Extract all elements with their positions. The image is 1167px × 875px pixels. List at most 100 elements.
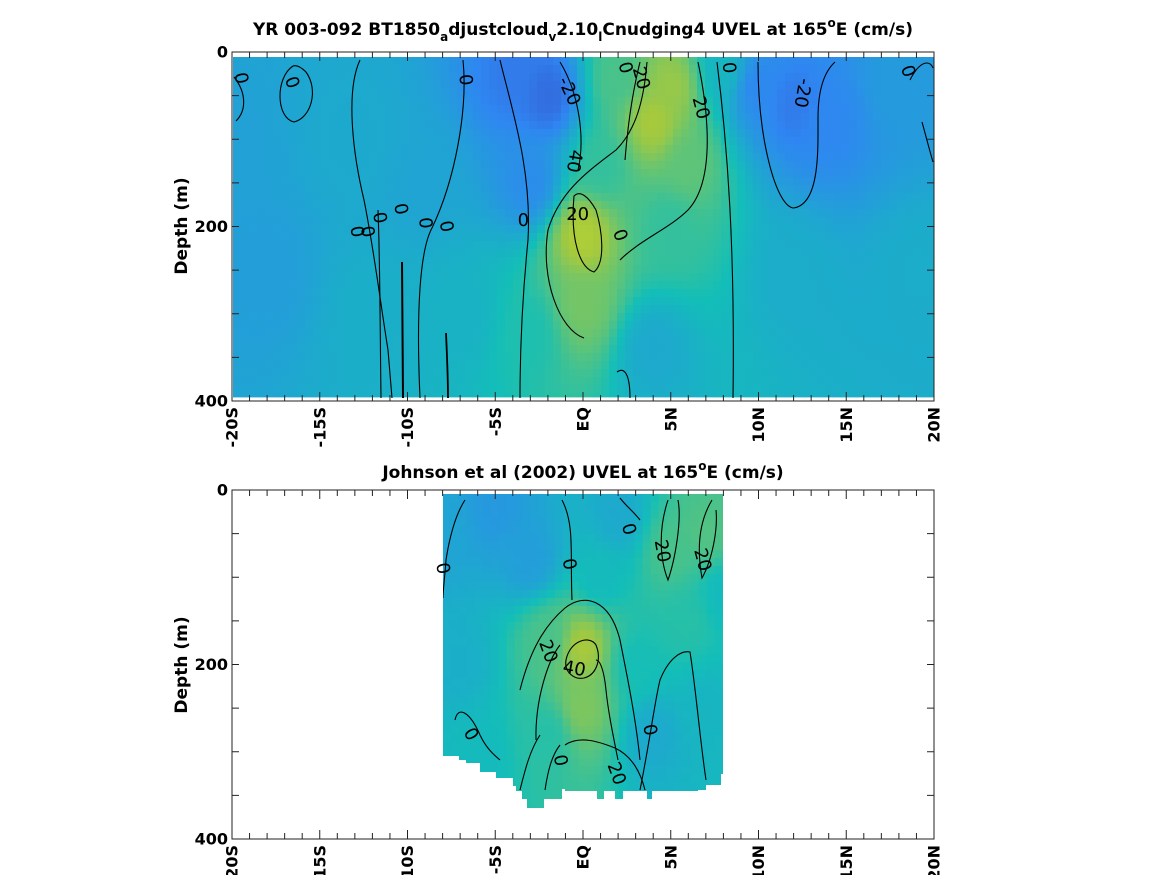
model-ylabel: Depth (m) [172,177,192,274]
velocity-cell [513,265,522,274]
velocity-cell [561,193,570,202]
velocity-cell [466,526,476,535]
velocity-cell [537,217,546,226]
velocity-cell [498,550,508,559]
velocity-cell [489,305,498,314]
velocity-cell [913,233,922,242]
velocity-cell [585,177,594,186]
velocity-cell [577,81,586,90]
velocity-cell [465,353,474,362]
velocity-cell [393,225,402,234]
velocity-cell [465,121,474,130]
velocity-cell [849,153,858,162]
velocity-cell [553,329,562,338]
velocity-cell [673,241,682,250]
velocity-cell [345,169,354,178]
velocity-cell [506,622,516,631]
velocity-cell [777,257,786,266]
velocity-cell [553,65,562,74]
velocity-cell [609,265,618,274]
velocity-cell [313,161,322,170]
velocity-cell [657,385,666,394]
velocity-cell [457,137,466,146]
velocity-cell [305,361,314,370]
velocity-cell [473,105,482,114]
contour-zero-thin-b [401,261,404,399]
velocity-cell [401,329,410,338]
velocity-cell [313,273,322,282]
velocity-cell [522,510,532,519]
velocity-cell [425,249,434,258]
velocity-cell [865,105,874,114]
velocity-cell [841,201,850,210]
velocity-cell [697,249,706,258]
velocity-cell [273,89,282,98]
velocity-cell [626,638,636,647]
velocity-cell [801,377,810,386]
velocity-cell [873,161,882,170]
velocity-cell [529,337,538,346]
velocity-cell [545,121,554,130]
velocity-cell [530,734,540,743]
velocity-cell [546,622,556,631]
velocity-cell [721,257,730,266]
velocity-cell [425,273,434,282]
velocity-cell [458,510,468,519]
velocity-cell [673,377,682,386]
velocity-cell [841,65,850,74]
velocity-cell [793,337,802,346]
velocity-cell [737,233,746,242]
velocity-cell [506,598,516,607]
velocity-cell [817,225,826,234]
velocity-cell [257,161,266,170]
velocity-cell [482,582,492,591]
velocity-cell [602,750,612,759]
velocity-cell [554,782,564,791]
velocity-cell [417,313,426,322]
velocity-cell [265,169,274,178]
velocity-cell [753,313,762,322]
velocity-cell [785,393,794,398]
velocity-cell [377,97,386,106]
velocity-cell [570,510,580,519]
velocity-cell [586,526,596,535]
velocity-cell [561,81,570,90]
velocity-cell [521,345,530,354]
velocity-cell [433,193,442,202]
velocity-cell [265,225,274,234]
velocity-cell [505,337,514,346]
velocity-cell [921,305,930,314]
velocity-cell [545,89,554,98]
velocity-cell [305,209,314,218]
velocity-cell [713,265,722,274]
velocity-cell [641,321,650,330]
velocity-cell [466,726,476,735]
velocity-cell [474,670,484,679]
velocity-cell [649,121,658,130]
velocity-cell [705,345,714,354]
velocity-cell [546,718,556,727]
velocity-cell [417,129,426,138]
velocity-cell [713,81,722,90]
velocity-cell [777,81,786,90]
velocity-cell [849,289,858,298]
velocity-cell [633,81,642,90]
velocity-cell [721,177,730,186]
velocity-cell [817,289,826,298]
velocity-cell [538,662,548,671]
velocity-cell [522,790,532,799]
velocity-cell [393,289,402,298]
velocity-cell [929,65,935,74]
velocity-cell [353,169,362,178]
velocity-cell [641,129,650,138]
velocity-cell [305,249,314,258]
velocity-cell [489,385,498,394]
velocity-cell [473,369,482,378]
velocity-cell [578,726,588,735]
velocity-cell [281,393,290,398]
velocity-cell [329,65,338,74]
velocity-cell [482,542,492,551]
velocity-cell [530,654,540,663]
velocity-cell [497,97,506,106]
velocity-cell [321,345,330,354]
